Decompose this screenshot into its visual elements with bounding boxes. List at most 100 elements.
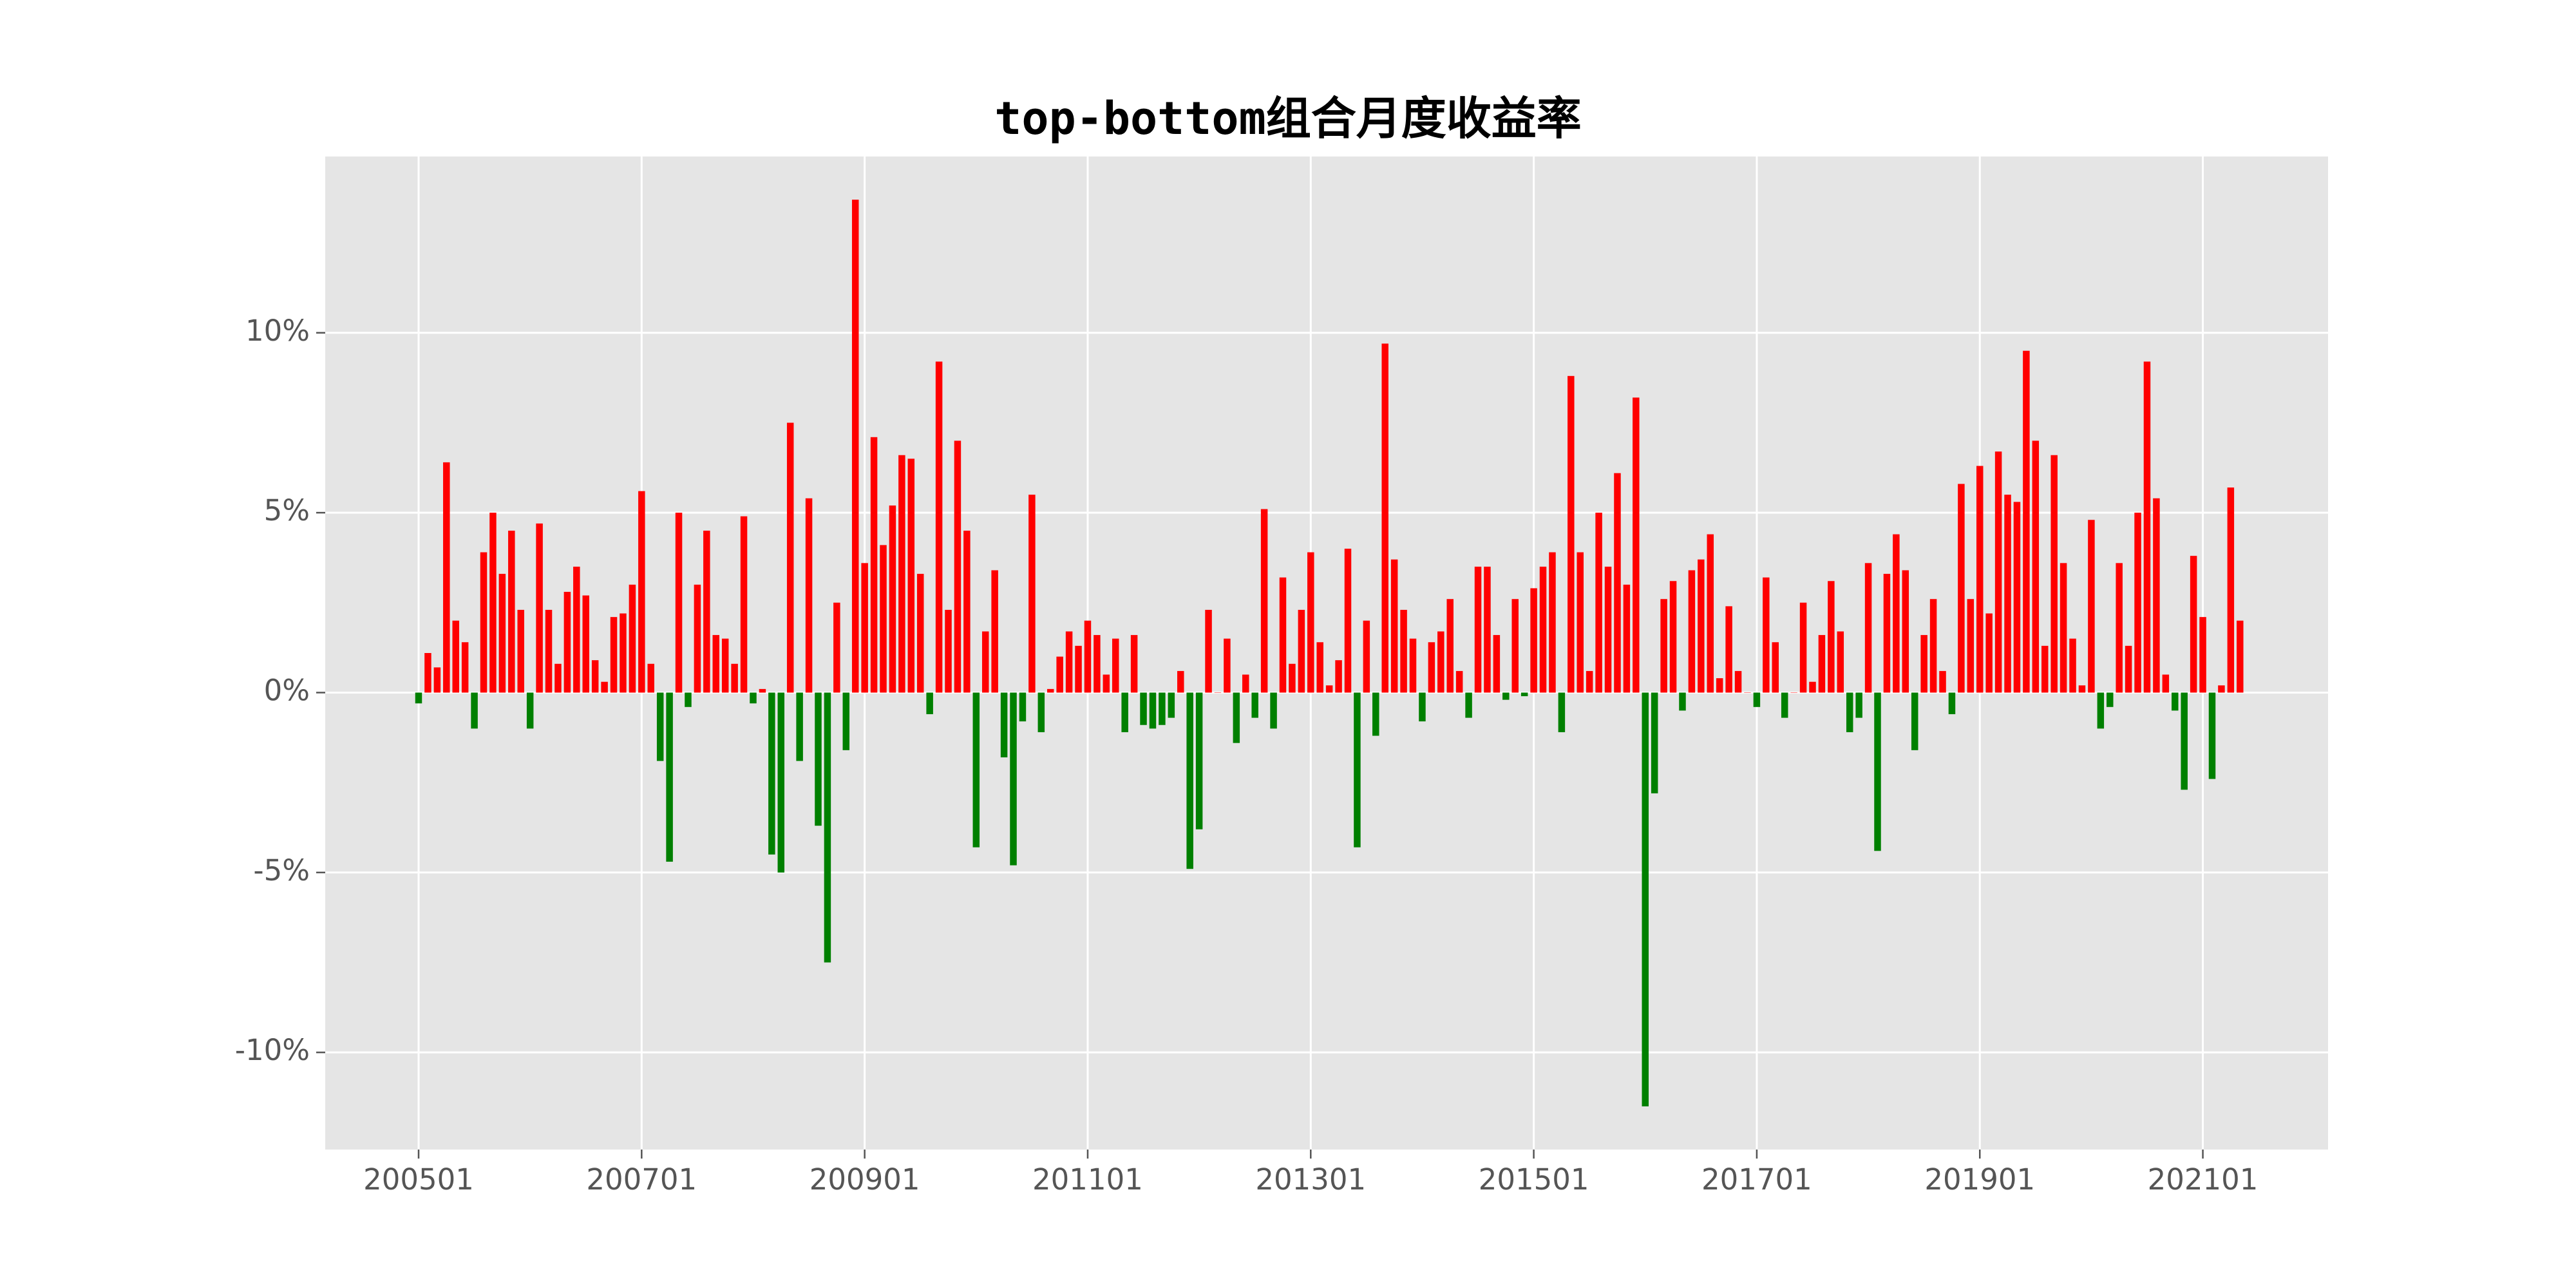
bar [2153, 498, 2160, 693]
bar [1799, 602, 1807, 693]
bar [1902, 570, 1909, 693]
bar [1651, 692, 1658, 793]
bar [582, 595, 589, 693]
bar [1455, 670, 1463, 693]
bar [1614, 473, 1621, 693]
bar [1716, 678, 1723, 693]
bar [1893, 534, 1900, 693]
bar [498, 574, 506, 693]
bar [731, 663, 738, 693]
bar [2032, 440, 2040, 693]
y-tick-label: 5% [264, 493, 310, 527]
bar [2134, 513, 2141, 693]
bar [1939, 670, 1946, 693]
bar [1000, 692, 1008, 758]
bar [1511, 599, 1519, 693]
bar [2107, 692, 2114, 707]
bar [2237, 620, 2244, 693]
bar [1465, 692, 1472, 718]
bar [880, 545, 887, 693]
bar [601, 681, 608, 693]
bar [1967, 599, 1975, 693]
bar [2125, 645, 2132, 693]
bar [1763, 577, 1770, 693]
bar [1065, 631, 1073, 693]
bar [694, 584, 701, 693]
bar [2208, 692, 2216, 779]
bar [703, 531, 710, 693]
bar [833, 602, 840, 693]
bar [1994, 451, 2002, 693]
bar [1604, 566, 1612, 693]
bar [1177, 670, 1184, 693]
bar [1623, 584, 1631, 693]
bar [1929, 599, 1937, 693]
bar [1344, 548, 1352, 693]
bar [1019, 692, 1027, 722]
bar [1985, 613, 1993, 693]
bar [1325, 685, 1333, 693]
bar [1233, 692, 1240, 743]
bar [2199, 617, 2206, 693]
bar [1744, 692, 1751, 693]
bar [1260, 509, 1268, 693]
bar [554, 663, 562, 693]
bar [1037, 692, 1045, 732]
bar [1400, 609, 1407, 693]
bar [656, 692, 664, 761]
bar [750, 692, 757, 704]
bar [824, 692, 831, 963]
bar [471, 692, 478, 729]
bar [1549, 552, 1556, 693]
bar [2069, 638, 2076, 693]
bar [1390, 559, 1398, 693]
bar [415, 692, 422, 704]
bar [1790, 692, 1797, 693]
bar [1186, 692, 1193, 869]
bar [1121, 692, 1128, 732]
x-tick-label: 201301 [1255, 1162, 1366, 1197]
bar [2088, 520, 2095, 693]
bar [1409, 638, 1417, 693]
bar [452, 620, 459, 693]
bar [898, 455, 905, 693]
bar [1195, 692, 1203, 829]
bar [1781, 692, 1788, 718]
bar [1502, 692, 1510, 700]
bar [620, 613, 627, 693]
bar [564, 592, 571, 693]
bar [815, 692, 822, 826]
x-tick-label: 201701 [1701, 1162, 1812, 1197]
bar [2218, 685, 2225, 693]
bar [1419, 692, 1426, 722]
bar [489, 513, 497, 693]
bar [1809, 681, 1816, 693]
bar [2172, 692, 2179, 711]
x-tick-label: 201101 [1032, 1162, 1143, 1197]
bar [1046, 688, 1054, 693]
bar [1307, 552, 1314, 693]
bar [1855, 692, 1862, 718]
bar [545, 609, 553, 693]
bar [1381, 343, 1388, 693]
bar [2023, 350, 2030, 693]
bar [2227, 488, 2235, 693]
bar [1316, 642, 1323, 693]
y-tick-label: 0% [264, 673, 310, 707]
bar [1205, 609, 1212, 693]
bar [1493, 635, 1501, 693]
bar [1577, 552, 1584, 693]
bar [889, 505, 896, 693]
bars [415, 200, 2244, 1106]
bar [461, 642, 469, 693]
bar [1010, 692, 1017, 866]
bar [1372, 692, 1379, 736]
bar [1633, 397, 1640, 693]
bar [1149, 692, 1157, 729]
bar [777, 692, 785, 873]
bar [796, 692, 803, 761]
bar [1428, 642, 1435, 693]
bar [2078, 685, 2086, 693]
bar [1094, 635, 1101, 693]
x-tick-label: 201901 [1924, 1162, 2035, 1197]
